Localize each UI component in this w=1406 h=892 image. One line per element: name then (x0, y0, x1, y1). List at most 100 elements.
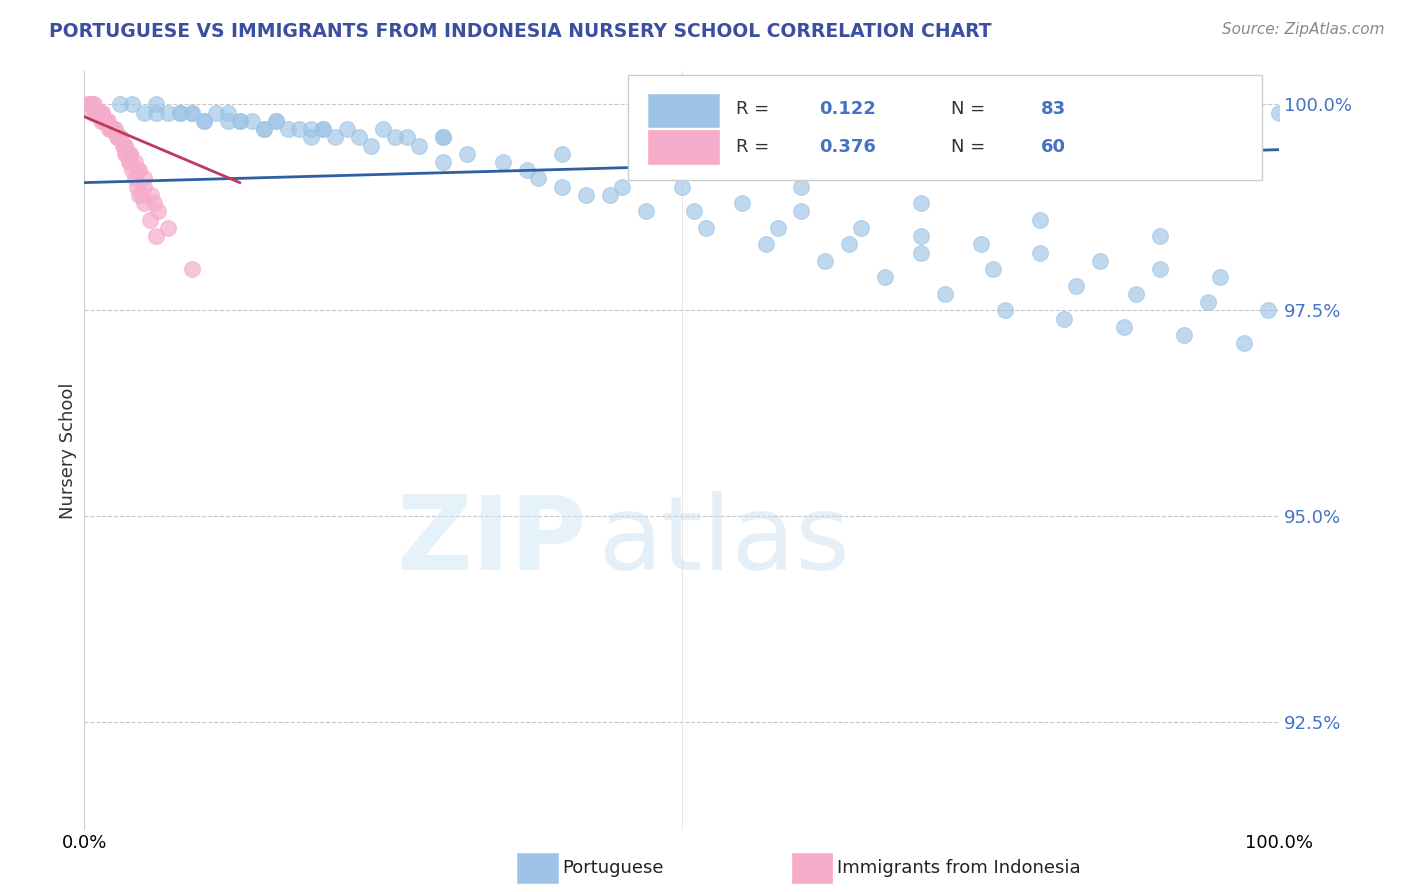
Point (84, 105, 107, 120)
Point (790, 179, 813, 194)
Point (384, 130, 406, 145)
Point (169, 105, 191, 120)
Point (217, 105, 239, 120)
Point (112, 138, 135, 153)
Point (253, 122, 276, 136)
Point (264, 113, 287, 128)
Point (110, 130, 132, 145)
Point (94, 113, 117, 128)
Point (851, 221, 873, 235)
Point (1197, 295, 1219, 310)
Point (107, 130, 129, 145)
Point (100, 122, 122, 136)
Point (93, 113, 115, 128)
Point (910, 196, 932, 211)
Point (981, 262, 1004, 277)
Point (970, 237, 993, 252)
Point (110, 97, 132, 112)
Point (1173, 328, 1195, 343)
Point (118, 146, 141, 161)
Point (551, 179, 574, 194)
Point (94, 113, 117, 128)
Text: R =: R = (735, 100, 769, 119)
Point (118, 146, 141, 161)
Point (118, 155, 141, 169)
Point (636, 204, 658, 219)
Point (132, 179, 156, 194)
Text: Portuguese: Portuguese (562, 859, 664, 877)
Point (671, 163, 693, 178)
Point (1209, 270, 1232, 285)
Point (671, 179, 693, 194)
Y-axis label: Nursery School: Nursery School (59, 382, 77, 519)
Point (277, 122, 299, 136)
Text: 0.122: 0.122 (820, 100, 876, 119)
Point (107, 130, 129, 145)
Point (1149, 229, 1171, 244)
Point (934, 286, 956, 301)
Point (373, 122, 395, 136)
Point (814, 254, 837, 268)
Point (456, 146, 478, 161)
Point (80, 97, 103, 112)
Point (1268, 105, 1291, 120)
Point (325, 130, 347, 145)
Point (86, 105, 108, 120)
Point (90, 113, 112, 128)
Point (1029, 245, 1052, 260)
Point (240, 113, 263, 128)
Point (101, 122, 124, 136)
FancyBboxPatch shape (648, 130, 718, 164)
Point (229, 113, 252, 128)
Point (101, 122, 124, 136)
Point (110, 130, 132, 145)
Point (1125, 286, 1147, 301)
Point (360, 138, 382, 153)
Text: atlas: atlas (599, 491, 851, 592)
Point (125, 163, 148, 178)
Point (910, 229, 932, 244)
Point (527, 171, 550, 186)
Point (132, 196, 156, 211)
Text: 60: 60 (1040, 138, 1066, 156)
Point (105, 130, 128, 145)
Point (132, 171, 156, 186)
Point (79, 97, 101, 112)
Point (432, 130, 454, 145)
Text: 83: 83 (1040, 100, 1066, 119)
Point (115, 146, 138, 161)
Point (755, 237, 778, 252)
Point (312, 122, 335, 136)
Point (124, 155, 146, 169)
Point (432, 155, 454, 169)
Point (396, 130, 419, 145)
Point (97, 113, 120, 128)
Point (77, 97, 100, 112)
Text: N =: N = (950, 100, 986, 119)
Point (128, 163, 150, 178)
Point (301, 122, 323, 136)
Point (145, 97, 167, 112)
Point (94, 113, 117, 128)
Point (432, 130, 454, 145)
Point (599, 188, 621, 202)
Point (1114, 319, 1136, 334)
Point (790, 204, 813, 219)
Point (1053, 311, 1076, 326)
Text: 0.376: 0.376 (820, 138, 876, 156)
Point (169, 105, 191, 120)
Point (86, 105, 108, 120)
Point (264, 113, 287, 128)
Point (104, 122, 127, 136)
Point (181, 105, 204, 120)
Point (1257, 303, 1279, 318)
Point (838, 237, 860, 252)
Point (181, 105, 204, 120)
Point (731, 196, 754, 211)
Point (114, 138, 136, 153)
Point (910, 245, 932, 260)
Text: Immigrants from Indonesia: Immigrants from Indonesia (837, 859, 1080, 877)
Point (695, 221, 717, 235)
Point (288, 122, 311, 136)
Point (193, 113, 215, 128)
